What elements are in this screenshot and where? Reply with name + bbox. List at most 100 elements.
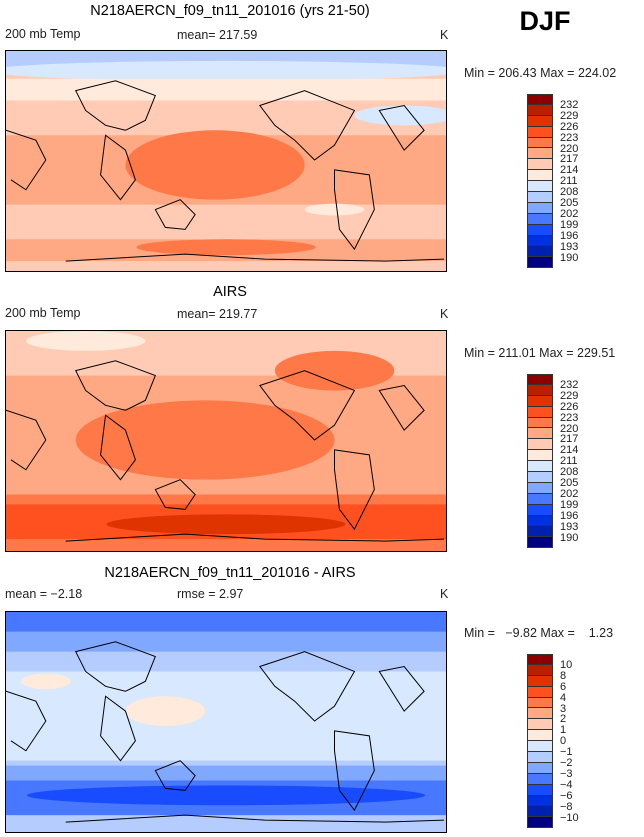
panel-3-mean: mean = −2.18 xyxy=(5,587,83,601)
colorbar-label: 232 xyxy=(560,378,579,391)
panel-1-title: N218AERCN_f09_tn11_201016 (yrs 21-50) xyxy=(90,3,370,19)
panel-2-minmax: Min = 211.01 Max = 229.51 xyxy=(464,346,616,360)
colorbar-label: −4 xyxy=(560,778,573,791)
colorbar-swatch xyxy=(527,482,553,494)
colorbar-swatch xyxy=(527,795,553,807)
panel-1-map xyxy=(5,50,447,272)
colorbar-label: 8 xyxy=(560,669,567,682)
colorbar-swatch xyxy=(527,115,553,127)
colorbar-swatch xyxy=(527,246,553,258)
panel-3-title: N218AERCN_f09_tn11_201016 - AIRS xyxy=(104,565,356,581)
colorbar-swatch xyxy=(527,257,553,269)
panel-1-variable: 200 mb Temp xyxy=(5,27,81,41)
colorbar-label: −1 xyxy=(560,746,573,759)
colorbar-swatch xyxy=(527,697,553,709)
colorbar-label: 196 xyxy=(560,229,579,242)
colorbar-swatch xyxy=(527,504,553,516)
season-label: DJF xyxy=(519,6,571,36)
panel-2-variable: 200 mb Temp xyxy=(5,306,81,320)
colorbar-swatch xyxy=(527,192,553,203)
colorbar-label: 1 xyxy=(560,724,567,737)
colorbar-label: 208 xyxy=(560,466,579,479)
colorbar-swatch xyxy=(527,450,553,462)
colorbar-swatch xyxy=(527,741,553,753)
colorbar-label: 211 xyxy=(560,175,578,188)
colorbar-label: 196 xyxy=(560,509,579,522)
colorbar-swatch xyxy=(527,664,553,676)
colorbar-swatch xyxy=(527,417,553,429)
colorbar-label: 6 xyxy=(560,680,567,693)
colorbar-swatch xyxy=(527,213,553,225)
colorbar-swatch xyxy=(527,224,553,236)
colorbar-label: 214 xyxy=(560,444,579,457)
panel-3-units: K xyxy=(440,587,449,601)
colorbar-label: 217 xyxy=(560,153,579,166)
colorbar-label: 202 xyxy=(560,207,579,220)
colorbar-swatch xyxy=(527,148,553,160)
colorbar-label: −2 xyxy=(560,757,573,769)
panel-3-rmse: rmse = 2.97 xyxy=(177,587,244,601)
colorbar-swatch xyxy=(527,170,553,182)
colorbar-label: 208 xyxy=(560,186,579,199)
colorbar-label: 220 xyxy=(560,422,579,435)
panel-2-map xyxy=(5,330,447,552)
colorbar-label: 3 xyxy=(560,702,567,715)
colorbar-swatch xyxy=(527,104,553,116)
colorbar-swatch xyxy=(527,515,553,527)
panel-1-colorbar: 232 229 226 223 220 217 214 211 208 205 202 199 196 1… xyxy=(527,94,578,269)
colorbar-label: 229 xyxy=(560,109,579,122)
colorbar-swatch xyxy=(527,159,553,171)
colorbar-label: −6 xyxy=(560,789,573,802)
colorbar-label: 2 xyxy=(560,713,567,726)
colorbar-swatch xyxy=(527,94,553,105)
colorbar-label: 226 xyxy=(560,120,579,133)
panel-1-mean: mean= 217.59 xyxy=(177,28,258,42)
panel-3-minmax: Min = −9.82 Max = 1.23 xyxy=(464,626,614,640)
colorbar-label: 190 xyxy=(560,531,579,544)
colorbar-label: 220 xyxy=(560,142,579,155)
colorbar-swatch xyxy=(527,752,553,763)
colorbar-swatch xyxy=(527,472,553,483)
colorbar-label: 229 xyxy=(560,389,579,402)
colorbar-swatch xyxy=(527,817,553,829)
colorbar-label: 211 xyxy=(560,455,578,468)
panel-1-units: K xyxy=(440,28,449,42)
panel-2-colorbar: 232 229 226 223 220 217 214 211 208 205 202 199 196 1… xyxy=(527,374,578,549)
colorbar-swatch xyxy=(527,395,553,407)
colorbar-label: 202 xyxy=(560,487,579,500)
colorbar-label: 0 xyxy=(560,735,567,748)
colorbar-label: 205 xyxy=(560,477,579,489)
colorbar-label: −10 xyxy=(560,811,579,824)
colorbar-label: 193 xyxy=(560,240,579,253)
colorbar-swatch xyxy=(527,773,553,785)
colorbar-label: 4 xyxy=(560,691,567,704)
colorbar-swatch xyxy=(527,526,553,538)
colorbar-swatch xyxy=(527,537,553,549)
colorbar-swatch xyxy=(527,235,553,247)
colorbar-swatch xyxy=(527,181,553,193)
colorbar-label: 217 xyxy=(560,433,579,446)
colorbar-label: 10 xyxy=(560,658,573,671)
colorbar-label: 199 xyxy=(560,498,579,511)
colorbar-swatch xyxy=(527,762,553,774)
colorbar-label: 199 xyxy=(560,218,579,231)
colorbar-label: −3 xyxy=(560,767,573,780)
colorbar-swatch xyxy=(527,719,553,731)
colorbar-swatch xyxy=(527,730,553,742)
colorbar-swatch xyxy=(527,806,553,818)
colorbar-label: 232 xyxy=(560,98,579,111)
colorbar-swatch xyxy=(527,374,553,385)
colorbar-swatch xyxy=(527,202,553,214)
colorbar-label: 223 xyxy=(560,131,579,144)
colorbar-swatch xyxy=(527,428,553,440)
colorbar-label: 193 xyxy=(560,520,579,533)
colorbar-swatch xyxy=(527,126,553,138)
colorbar-swatch xyxy=(527,137,553,149)
colorbar-label: 223 xyxy=(560,411,579,424)
panel-2-units: K xyxy=(440,307,449,321)
colorbar-label: 226 xyxy=(560,400,579,413)
panel-3-colorbar: 10 8 6 4 3 2 1 0 −1 −2 −3 −4 −6 −8 −10 xyxy=(527,654,579,829)
colorbar-swatch xyxy=(527,384,553,396)
panel-2-mean: mean= 219.77 xyxy=(177,307,258,321)
colorbar-label: 214 xyxy=(560,164,579,177)
